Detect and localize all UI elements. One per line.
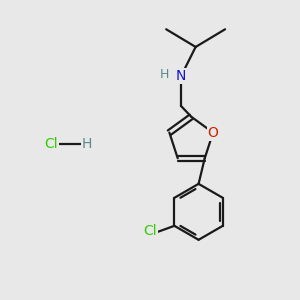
Text: N: N bbox=[176, 69, 186, 83]
Text: O: O bbox=[208, 126, 218, 140]
Text: Cl: Cl bbox=[44, 137, 58, 151]
Text: H: H bbox=[160, 68, 169, 81]
Text: Cl: Cl bbox=[143, 224, 157, 238]
Text: H: H bbox=[82, 137, 92, 151]
